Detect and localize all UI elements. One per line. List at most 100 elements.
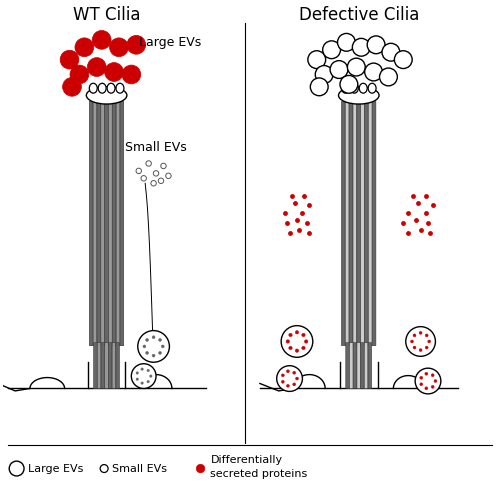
Circle shape	[110, 38, 128, 56]
FancyBboxPatch shape	[353, 102, 356, 346]
Circle shape	[295, 330, 298, 334]
Circle shape	[281, 326, 313, 358]
Circle shape	[161, 163, 166, 168]
Circle shape	[425, 387, 428, 390]
Circle shape	[308, 50, 326, 68]
Circle shape	[152, 336, 155, 338]
Circle shape	[276, 366, 302, 392]
Circle shape	[419, 348, 422, 352]
FancyBboxPatch shape	[120, 102, 124, 346]
Circle shape	[158, 352, 162, 354]
Ellipse shape	[342, 84, 349, 93]
Circle shape	[380, 68, 398, 86]
Text: Differentially: Differentially	[210, 455, 282, 465]
Circle shape	[302, 346, 305, 350]
FancyBboxPatch shape	[108, 102, 112, 346]
Text: Small EVs: Small EVs	[125, 140, 187, 153]
FancyBboxPatch shape	[97, 102, 100, 346]
Circle shape	[9, 461, 24, 476]
Circle shape	[60, 50, 79, 69]
Circle shape	[338, 34, 355, 51]
Circle shape	[141, 176, 146, 181]
FancyBboxPatch shape	[116, 342, 119, 388]
Circle shape	[322, 41, 340, 58]
FancyBboxPatch shape	[90, 102, 93, 346]
FancyBboxPatch shape	[360, 342, 364, 388]
FancyBboxPatch shape	[364, 102, 368, 346]
Circle shape	[425, 334, 428, 337]
Circle shape	[158, 178, 164, 184]
Circle shape	[428, 340, 430, 343]
Circle shape	[127, 36, 146, 54]
Circle shape	[340, 76, 358, 94]
Circle shape	[138, 330, 170, 362]
FancyBboxPatch shape	[357, 102, 360, 346]
FancyBboxPatch shape	[98, 342, 101, 388]
Text: WT Cilia: WT Cilia	[73, 6, 140, 24]
FancyBboxPatch shape	[93, 102, 97, 346]
FancyBboxPatch shape	[346, 342, 350, 388]
Circle shape	[152, 354, 155, 357]
FancyBboxPatch shape	[346, 102, 349, 346]
Circle shape	[122, 65, 141, 84]
Circle shape	[196, 464, 205, 472]
Circle shape	[141, 368, 144, 370]
FancyBboxPatch shape	[364, 342, 368, 388]
FancyBboxPatch shape	[350, 342, 353, 388]
Circle shape	[70, 65, 89, 84]
FancyBboxPatch shape	[108, 342, 112, 388]
Circle shape	[431, 386, 434, 388]
Circle shape	[296, 377, 298, 380]
Circle shape	[92, 30, 111, 50]
Text: Large EVs: Large EVs	[139, 36, 201, 49]
FancyBboxPatch shape	[101, 102, 104, 346]
Circle shape	[292, 383, 296, 386]
Circle shape	[286, 384, 290, 388]
FancyBboxPatch shape	[342, 102, 345, 346]
Circle shape	[289, 334, 292, 336]
FancyBboxPatch shape	[112, 102, 116, 346]
FancyBboxPatch shape	[368, 342, 372, 388]
Circle shape	[286, 340, 290, 343]
Text: secreted proteins: secreted proteins	[210, 470, 308, 480]
Circle shape	[302, 334, 305, 336]
Circle shape	[420, 376, 423, 380]
Text: Large EVs: Large EVs	[28, 464, 83, 473]
Circle shape	[434, 380, 437, 382]
FancyBboxPatch shape	[105, 342, 108, 388]
Ellipse shape	[350, 84, 358, 93]
Circle shape	[282, 374, 284, 377]
Circle shape	[352, 38, 370, 56]
Circle shape	[413, 334, 416, 337]
Circle shape	[425, 346, 428, 349]
Circle shape	[150, 375, 152, 378]
FancyBboxPatch shape	[357, 342, 360, 388]
Circle shape	[382, 44, 400, 61]
Circle shape	[413, 346, 416, 349]
Ellipse shape	[338, 86, 379, 104]
Circle shape	[310, 78, 328, 96]
Circle shape	[425, 372, 428, 375]
Circle shape	[415, 368, 441, 394]
Circle shape	[316, 66, 333, 84]
Ellipse shape	[98, 84, 106, 93]
Circle shape	[282, 380, 284, 384]
Circle shape	[292, 371, 296, 374]
FancyBboxPatch shape	[353, 342, 357, 388]
Ellipse shape	[368, 84, 376, 93]
Circle shape	[364, 63, 382, 81]
Circle shape	[289, 346, 292, 350]
Circle shape	[88, 58, 106, 76]
Circle shape	[136, 378, 138, 380]
Circle shape	[62, 78, 82, 96]
Circle shape	[100, 464, 108, 472]
Circle shape	[330, 60, 348, 78]
FancyBboxPatch shape	[360, 102, 364, 346]
Circle shape	[286, 370, 290, 373]
Circle shape	[367, 36, 385, 54]
FancyBboxPatch shape	[372, 102, 376, 346]
Circle shape	[420, 383, 423, 386]
Circle shape	[147, 380, 150, 383]
FancyBboxPatch shape	[349, 102, 353, 346]
Circle shape	[146, 161, 152, 166]
